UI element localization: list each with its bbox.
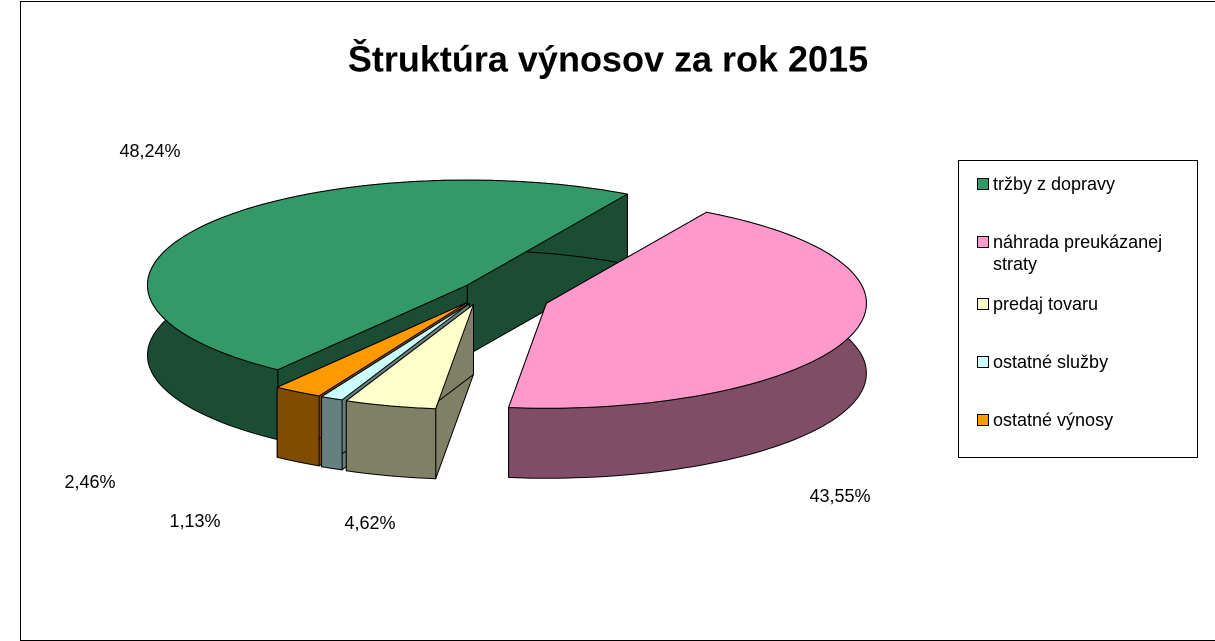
legend-item: náhrada preukázanej straty <box>977 231 1189 275</box>
chart: Štruktúra výnosov za rok 2015 48,24% 43,5… <box>64 38 870 533</box>
slice-top <box>508 211 867 409</box>
legend: tržby z dopravy náhrada preukázanej strat… <box>958 160 1198 458</box>
slice-wall <box>345 400 437 480</box>
data-label: 1,13% <box>169 511 220 531</box>
legend-item: ostatné služby <box>977 351 1189 373</box>
slice-top <box>147 179 628 371</box>
legend-swatch <box>977 414 989 426</box>
legend-swatch <box>977 356 989 368</box>
legend-item: tržby z dopravy <box>977 173 1189 195</box>
slice-top <box>321 303 470 401</box>
legend-label: náhrada preukázanej straty <box>993 232 1163 274</box>
legend-label: ostatné služby <box>993 352 1109 372</box>
data-label: 2,46% <box>64 472 115 492</box>
legend-item: predaj tovaru <box>977 293 1189 315</box>
slice-wall <box>321 396 343 471</box>
legend-swatch <box>977 298 989 310</box>
slice-top <box>345 304 474 410</box>
data-label: 43,55% <box>809 486 870 506</box>
legend-item: ostatné výnosy <box>977 409 1189 431</box>
slice-top <box>276 302 468 397</box>
chart-title: Štruktúra výnosov za rok 2015 <box>348 38 868 80</box>
legend-swatch <box>977 236 989 248</box>
data-label: 4,62% <box>344 513 395 533</box>
data-label: 48,24% <box>119 141 180 161</box>
slice <box>345 304 474 480</box>
legend-label: predaj tovaru <box>993 294 1099 314</box>
slice-wall <box>276 386 320 467</box>
legend-label: tržby z dopravy <box>993 174 1116 194</box>
legend-swatch <box>977 178 989 190</box>
legend-label: ostatné výnosy <box>993 410 1114 430</box>
page: {"chart_data": {"type": "pie3d", "title"… <box>20 1 1215 641</box>
slice <box>508 211 867 479</box>
